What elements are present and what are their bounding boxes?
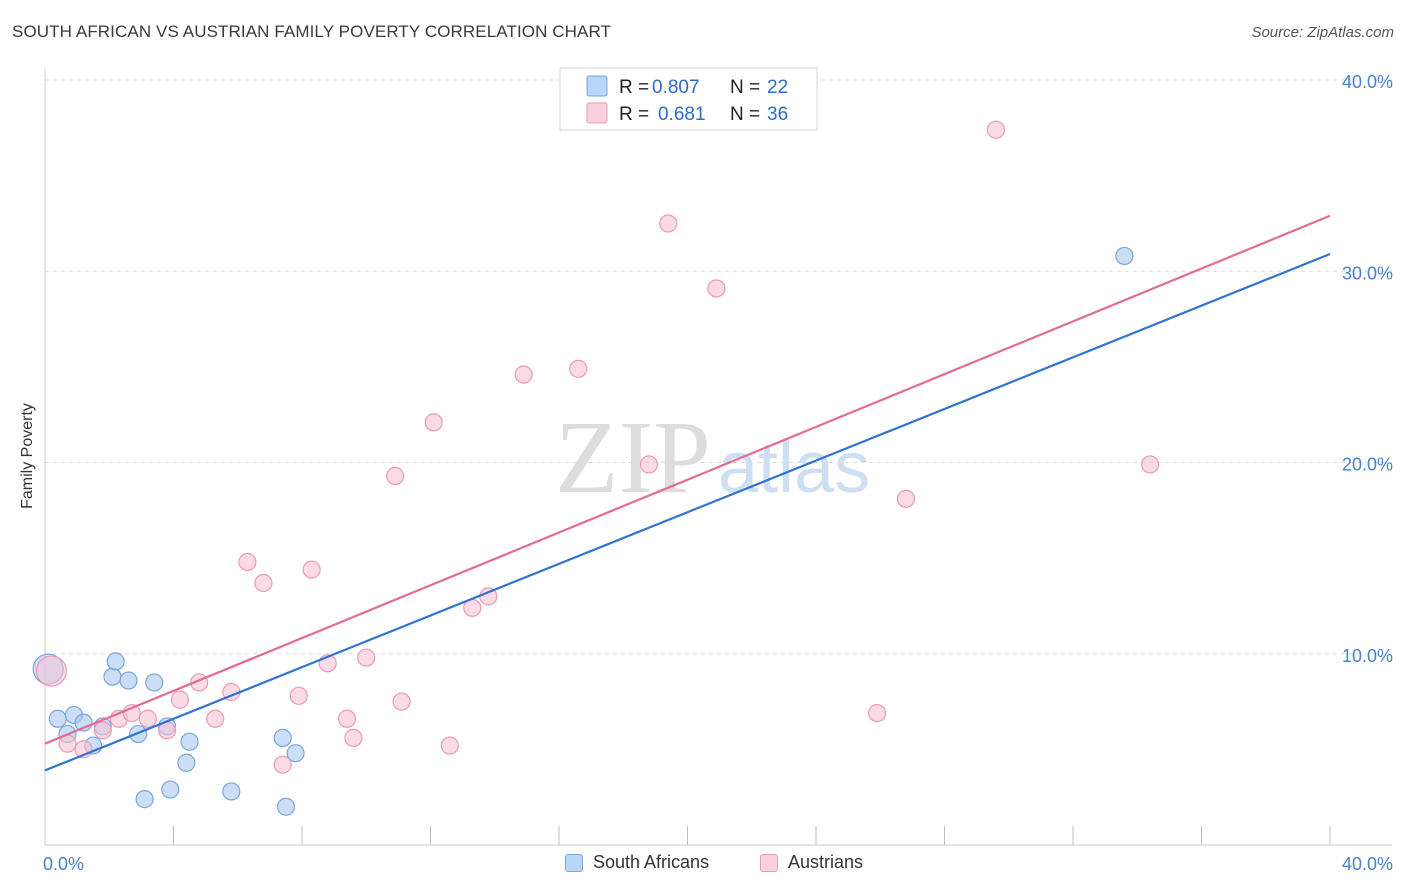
austrian-point xyxy=(424,413,443,432)
south-african-point xyxy=(106,652,125,671)
legend-n-value: 36 xyxy=(767,104,788,125)
south-african-point xyxy=(286,744,305,763)
y-tick-label: 30.0% xyxy=(1342,263,1393,283)
trend-line-austrians xyxy=(44,214,1331,745)
watermark-zip: ZIP xyxy=(555,400,711,515)
austrian-point xyxy=(254,573,273,593)
austrian-point xyxy=(273,755,292,774)
legend-label-austrians: Austrians xyxy=(788,852,864,872)
legend-item-austrians: Austrians xyxy=(760,852,863,873)
y-tick-label: 40.0% xyxy=(1342,72,1393,92)
austrian-point xyxy=(138,709,157,728)
south-african-point xyxy=(180,732,199,751)
scatter-points xyxy=(32,120,1160,816)
south-african-point xyxy=(273,728,292,748)
austrian-point xyxy=(707,279,726,298)
watermark-atlas: atlas xyxy=(718,428,870,508)
legend-swatch-austrians xyxy=(586,102,608,124)
austrian-point xyxy=(35,655,68,687)
legend-n-value: 22 xyxy=(767,77,788,98)
south-african-point xyxy=(276,797,296,816)
austrian-point xyxy=(337,709,357,728)
austrian-point xyxy=(986,120,1006,139)
austrian-point xyxy=(1140,455,1160,474)
tick-labels: 10.0% 20.0% 30.0% 40.0% 0.0% 40.0% xyxy=(43,72,1393,874)
south-african-point xyxy=(119,671,138,690)
austrian-point xyxy=(93,721,112,740)
austrian-point xyxy=(357,648,376,667)
legend-r-label: R = xyxy=(619,77,649,98)
axes xyxy=(44,68,1392,846)
chart-title: SOUTH AFRICAN VS AUSTRIAN FAMILY POVERTY… xyxy=(12,22,612,41)
south-african-point xyxy=(161,780,180,799)
legend-r-value: 0.681 xyxy=(658,104,706,125)
austrian-point xyxy=(514,365,533,384)
legend-n-label: N = xyxy=(730,104,760,125)
legend-label-south-africans: South Africans xyxy=(593,852,710,872)
austrian-point xyxy=(639,455,659,474)
x-tick-label: 0.0% xyxy=(43,854,84,874)
austrian-point xyxy=(867,703,887,723)
legend-item-south-africans: South Africans xyxy=(565,852,709,873)
south-africans-swatch xyxy=(565,853,583,872)
legend-r-label: R = xyxy=(619,104,649,125)
austrian-point xyxy=(170,690,190,709)
austrian-point xyxy=(569,359,588,378)
south-african-point xyxy=(177,753,196,772)
austrian-point xyxy=(289,686,308,705)
austrian-point xyxy=(344,728,363,748)
austrians-swatch xyxy=(760,853,778,872)
south-african-point xyxy=(103,667,122,686)
south-african-point xyxy=(48,709,67,728)
austrian-point xyxy=(302,560,321,579)
legend-r-value: 0.807 xyxy=(652,77,700,98)
series-legend: South Africans Austrians xyxy=(0,852,1406,878)
austrian-point xyxy=(896,489,916,508)
austrian-point xyxy=(392,692,411,711)
south-african-point xyxy=(222,782,241,801)
legend-swatch-south-africans xyxy=(586,75,608,97)
chart-source: Source: ZipAtlas.com xyxy=(1251,24,1394,41)
legend: R = 0.807 N = 22 R = 0.681 N = 36 xyxy=(559,67,818,131)
south-african-point xyxy=(145,673,164,692)
austrian-point xyxy=(238,552,257,572)
austrian-point xyxy=(206,709,225,728)
y-tick-label: 20.0% xyxy=(1342,455,1393,475)
austrian-point xyxy=(659,214,678,233)
legend-n-label: N = xyxy=(730,77,760,98)
trend-lines xyxy=(44,214,1331,772)
trend-line-south-africans xyxy=(44,253,1331,772)
y-tick-label: 10.0% xyxy=(1342,646,1393,666)
south-african-point xyxy=(1115,246,1134,266)
x-tick-label: 40.0% xyxy=(1342,854,1393,874)
austrian-point xyxy=(386,466,405,485)
south-african-point xyxy=(135,789,154,809)
austrian-point xyxy=(440,736,459,755)
